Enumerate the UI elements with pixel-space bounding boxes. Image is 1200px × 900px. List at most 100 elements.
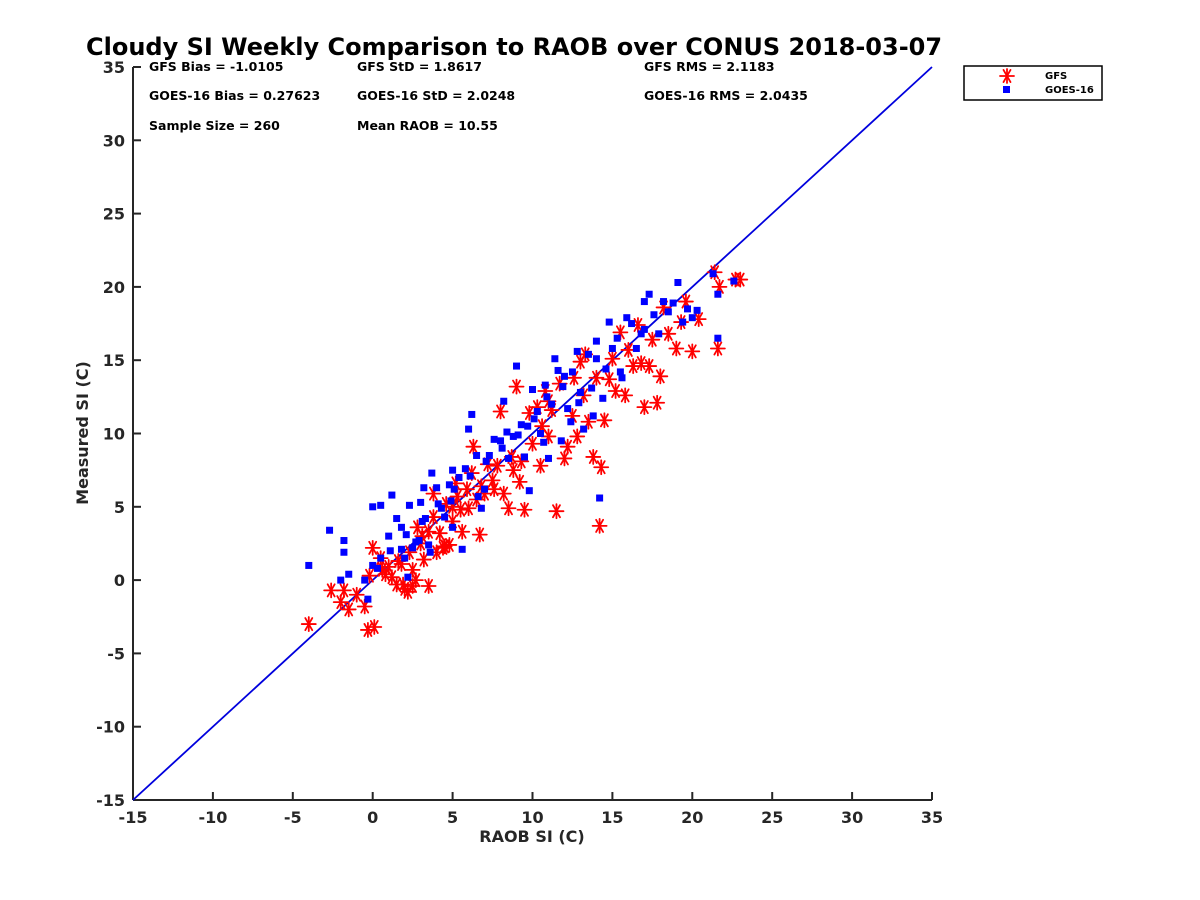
gfs-point <box>660 325 677 342</box>
goes-16-point <box>564 405 572 413</box>
goes-16-point <box>466 472 474 480</box>
goes-16-point <box>473 451 481 459</box>
goes-16-point <box>497 437 505 445</box>
gfs-point <box>454 523 471 540</box>
goes-16-point <box>575 399 583 407</box>
goes-16-point <box>445 481 453 489</box>
goes-16-point <box>541 381 549 389</box>
goes-16-point <box>482 457 490 465</box>
chart-title: Cloudy SI Weekly Comparison to RAOB over… <box>86 33 942 61</box>
goes-16-point <box>599 394 607 402</box>
goes-16-point <box>616 368 624 376</box>
goes-16-point <box>529 386 536 394</box>
gfs-point <box>649 394 666 411</box>
x-tick-label: 25 <box>761 808 783 827</box>
goes-16-point <box>461 465 469 473</box>
goes-16-point <box>420 484 428 492</box>
goes-16-point <box>409 544 417 552</box>
goes-16-point <box>613 334 621 342</box>
goes-16-point <box>401 554 409 562</box>
gfs-point <box>548 503 565 520</box>
stat-goes-bias: GOES-16 Bias = 0.27623 <box>149 88 320 103</box>
goes-16-point <box>640 298 648 306</box>
goes-16-point <box>415 537 423 545</box>
gfs-point <box>460 500 477 517</box>
goes-16-point <box>588 384 596 392</box>
goes-16-point <box>714 334 722 342</box>
gfs-point <box>604 350 621 367</box>
gfs-point <box>420 578 437 594</box>
gfs-point <box>559 438 576 455</box>
goes-16-point <box>525 487 533 495</box>
goes-16-point <box>548 400 556 408</box>
stat-goes-rms: GOES-16 RMS = 2.0435 <box>644 88 808 103</box>
one-to-one-line <box>132 66 933 801</box>
gfs-point <box>593 459 610 476</box>
goes-16-point <box>428 469 436 477</box>
reference-line-group <box>132 66 933 801</box>
goes-16-point <box>404 573 412 581</box>
legend-goes-marker <box>1003 86 1010 93</box>
goes-16-point <box>530 415 538 423</box>
x-tick-label: 5 <box>447 808 458 827</box>
gfs-point <box>591 517 608 534</box>
gfs-point <box>585 449 602 465</box>
goes-16-point <box>580 425 588 433</box>
goes-16-point <box>709 270 717 278</box>
goes-16-point <box>385 532 393 540</box>
gfs-point <box>636 399 653 416</box>
goes-16-point <box>441 513 449 521</box>
goes-16-point <box>500 397 508 405</box>
stat-gfs-rms: GFS RMS = 2.1183 <box>644 59 775 74</box>
y-tick-label: 35 <box>103 58 125 77</box>
goes-16-point <box>477 504 485 512</box>
goes-16-point <box>560 372 568 380</box>
goes-16-point <box>345 570 353 578</box>
gfs-point <box>668 340 685 357</box>
gfs-point <box>601 371 618 388</box>
x-tick-label: 35 <box>921 808 943 827</box>
x-tick-label: -5 <box>284 808 302 827</box>
goes-16-point <box>503 428 511 436</box>
gfs-point <box>511 473 528 490</box>
gfs-point <box>465 438 482 455</box>
gfs-point <box>641 358 658 374</box>
goes-16-point <box>458 545 466 553</box>
goes-16-point <box>592 337 600 345</box>
goes-16-point <box>576 388 584 396</box>
goes-16-point <box>632 344 640 352</box>
y-tick-label: 15 <box>103 351 125 370</box>
goes-16-point <box>340 537 348 545</box>
goes-16-point <box>660 298 668 306</box>
goes-16-point <box>568 368 576 376</box>
goes-16-point <box>589 412 597 420</box>
gfs-point <box>588 369 605 386</box>
gfs-point <box>690 311 707 328</box>
gfs-point <box>633 355 650 372</box>
goes-16-point <box>402 531 410 539</box>
gfs-point <box>505 462 522 479</box>
goes-16-point <box>693 306 701 314</box>
goes-16-point <box>543 393 551 401</box>
goes-16-point <box>425 541 433 549</box>
x-tick-label: -10 <box>198 808 227 827</box>
goes-16-point <box>623 314 631 322</box>
goes-16-point <box>618 374 626 382</box>
y-tick-label: -15 <box>96 791 125 810</box>
x-tick-label: 15 <box>601 808 623 827</box>
goes-16-point <box>637 330 645 338</box>
goes-16-point <box>437 504 445 512</box>
goes-16-point <box>465 425 473 433</box>
gfs-point <box>569 428 586 445</box>
x-tick-label: 30 <box>841 808 863 827</box>
legend-gfs-marker <box>999 68 1015 84</box>
goes-16-point <box>455 473 463 481</box>
gfs-point <box>508 378 525 395</box>
gfs-point <box>500 500 517 517</box>
goes-16-point <box>393 515 401 523</box>
goes-16-point <box>544 454 552 462</box>
gfs-point <box>532 457 549 474</box>
goes-16-point <box>377 501 385 509</box>
stats-block: GFS Bias = -1.0105 GFS StD = 1.8617 GFS … <box>149 59 808 133</box>
